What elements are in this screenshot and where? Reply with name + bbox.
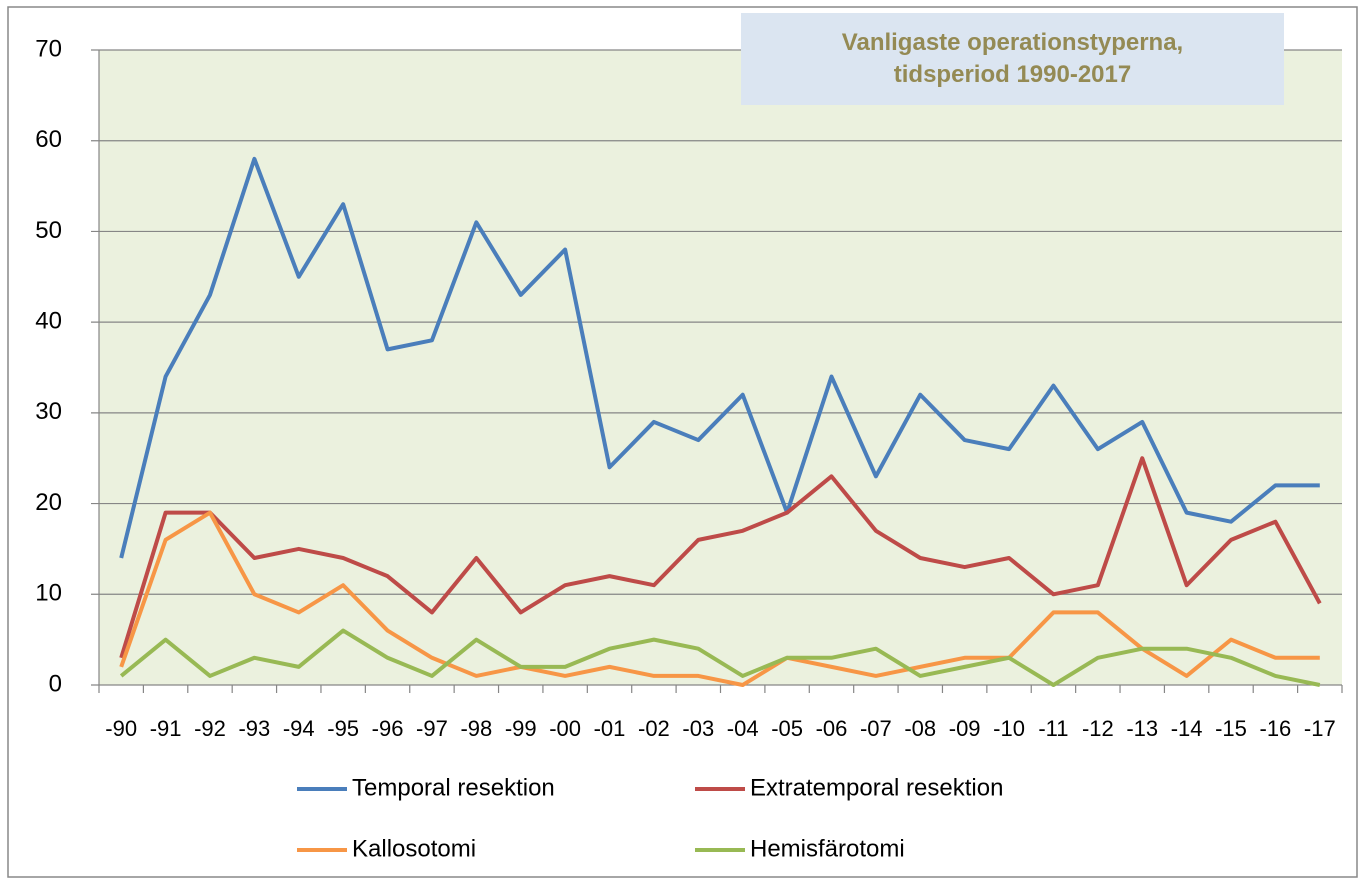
x-tick-label: -94 <box>283 716 315 741</box>
series-line <box>119 156 1320 559</box>
x-tick-label: -04 <box>727 716 759 741</box>
y-tick-label: 60 <box>35 126 62 153</box>
x-tick-label: -08 <box>904 716 936 741</box>
series-line <box>119 628 1321 687</box>
legend-label: Temporal resektion <box>352 774 555 801</box>
x-tick-label: -17 <box>1304 716 1336 741</box>
y-tick-label: 70 <box>35 35 62 62</box>
x-tick-label: -07 <box>860 716 892 741</box>
x-tick-label: -09 <box>949 716 981 741</box>
chart-title: Vanligaste operationstyperna, tidsperiod… <box>741 13 1284 105</box>
plot-area <box>99 50 1342 685</box>
series-line <box>119 510 1320 687</box>
x-tick-label: -06 <box>816 716 848 741</box>
x-tick-label: -03 <box>682 716 714 741</box>
y-tick-label: 10 <box>35 580 62 607</box>
x-tick-label: -96 <box>372 716 404 741</box>
x-tick-label: -99 <box>505 716 537 741</box>
y-tick-label: 50 <box>35 217 62 244</box>
y-tick-label: 20 <box>35 489 62 516</box>
x-tick-label: -16 <box>1260 716 1292 741</box>
x-tick-label: -13 <box>1126 716 1158 741</box>
x-tick-label: -93 <box>238 716 270 741</box>
x-tick-label: -00 <box>549 716 581 741</box>
x-tick-label: -14 <box>1171 716 1203 741</box>
x-tick-label: -10 <box>993 716 1025 741</box>
x-tick-label: -15 <box>1215 716 1247 741</box>
x-tick-label: -02 <box>638 716 670 741</box>
legend-label: Extratemporal resektion <box>750 774 1003 801</box>
x-tick-label: -92 <box>194 716 226 741</box>
x-tick-label: -97 <box>416 716 448 741</box>
x-tick-label: -11 <box>1038 716 1068 741</box>
legend-label: Kallosotomi <box>352 835 476 862</box>
series-line <box>119 456 1322 659</box>
x-tick-label: -90 <box>105 716 137 741</box>
x-tick-label: -91 <box>150 716 182 741</box>
y-tick-label: 30 <box>35 398 62 425</box>
x-tick-label: -05 <box>771 716 803 741</box>
x-tick-label: -98 <box>460 716 492 741</box>
x-tick-label: -12 <box>1082 716 1114 741</box>
y-tick-label: 40 <box>35 307 62 334</box>
x-tick-label: -01 <box>594 716 626 741</box>
x-tick-label: -95 <box>327 716 359 741</box>
legend-label: Hemisfärotomi <box>750 835 905 862</box>
y-tick-label: 0 <box>49 670 62 697</box>
